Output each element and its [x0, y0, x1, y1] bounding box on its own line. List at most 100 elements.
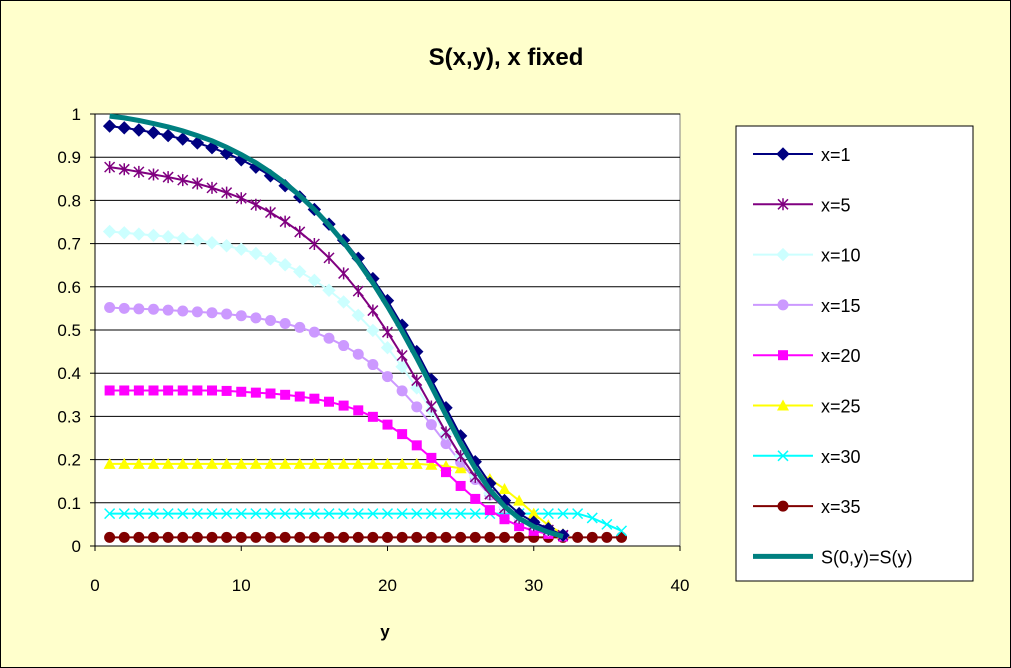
data-point [366, 457, 379, 469]
data-point [205, 236, 219, 250]
legend-item: x=5 [753, 195, 851, 215]
data-point [777, 399, 789, 411]
axes [90, 113, 681, 551]
data-point [293, 457, 306, 469]
data-point [146, 125, 161, 140]
data-point [148, 385, 159, 396]
data-point [146, 228, 161, 243]
series-group [102, 113, 628, 543]
data-point [236, 386, 247, 397]
data-point [117, 226, 131, 240]
data-point [324, 396, 334, 407]
data-point [234, 242, 248, 256]
data-point [207, 385, 217, 396]
data-point [191, 508, 203, 520]
data-point [279, 318, 291, 330]
data-point [191, 531, 203, 543]
data-point [542, 508, 554, 520]
data-point [338, 400, 349, 411]
legend-label: x=1 [821, 145, 851, 165]
data-point [279, 457, 292, 469]
data-point [441, 467, 451, 478]
data-point [396, 508, 408, 520]
data-point [206, 457, 218, 469]
data-point [293, 264, 307, 279]
data-point [132, 123, 146, 137]
data-point [381, 457, 394, 469]
data-point [294, 225, 306, 238]
data-point [425, 458, 438, 470]
data-point [220, 457, 233, 469]
data-point [410, 457, 423, 469]
legend-label: S(0,y)=S(y) [821, 547, 913, 567]
data-point [601, 531, 613, 543]
data-point [323, 508, 335, 520]
data-point [499, 514, 510, 525]
data-point [162, 531, 174, 543]
data-point [118, 302, 130, 314]
data-point [190, 136, 205, 150]
data-point [177, 305, 189, 317]
data-point [396, 457, 409, 469]
data-point [119, 385, 130, 396]
legend-label: x=15 [821, 296, 861, 316]
data-point [469, 508, 481, 520]
data-point [161, 229, 175, 244]
data-point [308, 531, 320, 543]
data-point [440, 508, 452, 520]
data-point [455, 531, 467, 543]
data-point [527, 507, 540, 519]
data-point [162, 508, 174, 520]
data-point [250, 198, 262, 211]
data-point [250, 312, 262, 324]
data-point [176, 132, 190, 146]
data-point [132, 457, 145, 469]
data-point [132, 227, 146, 241]
data-point [264, 508, 277, 520]
data-point [177, 531, 189, 543]
legend-item: S(0,y)=S(y) [753, 547, 913, 567]
data-point [118, 508, 130, 520]
data-point [323, 251, 335, 264]
y-tick-label: 1 [72, 105, 81, 124]
data-point [235, 310, 247, 322]
data-point [235, 192, 247, 205]
y-tick-label: 0.5 [57, 321, 81, 340]
data-point [250, 387, 261, 398]
data-point [104, 161, 116, 174]
data-point [411, 401, 423, 413]
data-point [265, 388, 276, 399]
data-point [425, 508, 437, 520]
data-point [366, 323, 380, 338]
data-point [206, 508, 218, 520]
x-axis-title: y [380, 622, 390, 641]
data-point [601, 518, 613, 530]
data-point [177, 174, 189, 187]
data-point [572, 508, 584, 520]
data-point [777, 299, 789, 311]
data-point [148, 531, 159, 543]
data-point [367, 304, 379, 317]
data-point [177, 385, 188, 396]
data-point [381, 326, 394, 339]
legend-label: x=5 [821, 195, 851, 215]
series-5 [104, 385, 568, 542]
x-tick-label: 20 [378, 576, 397, 595]
data-point [308, 508, 320, 520]
data-point [425, 419, 437, 431]
data-point [235, 457, 248, 469]
series-line [109, 113, 564, 539]
data-point [557, 508, 569, 520]
legend-item: x=35 [753, 497, 861, 517]
data-point [279, 215, 291, 228]
data-point [395, 360, 409, 374]
data-point [353, 405, 364, 416]
data-point [118, 531, 130, 543]
data-point [367, 508, 379, 520]
x-tick-label: 0 [90, 576, 99, 595]
data-point [323, 457, 335, 469]
x-tick-labels: 0 10 20 30 40 [90, 576, 689, 595]
y-tick-label: 0.3 [57, 407, 81, 426]
data-point [338, 531, 350, 543]
